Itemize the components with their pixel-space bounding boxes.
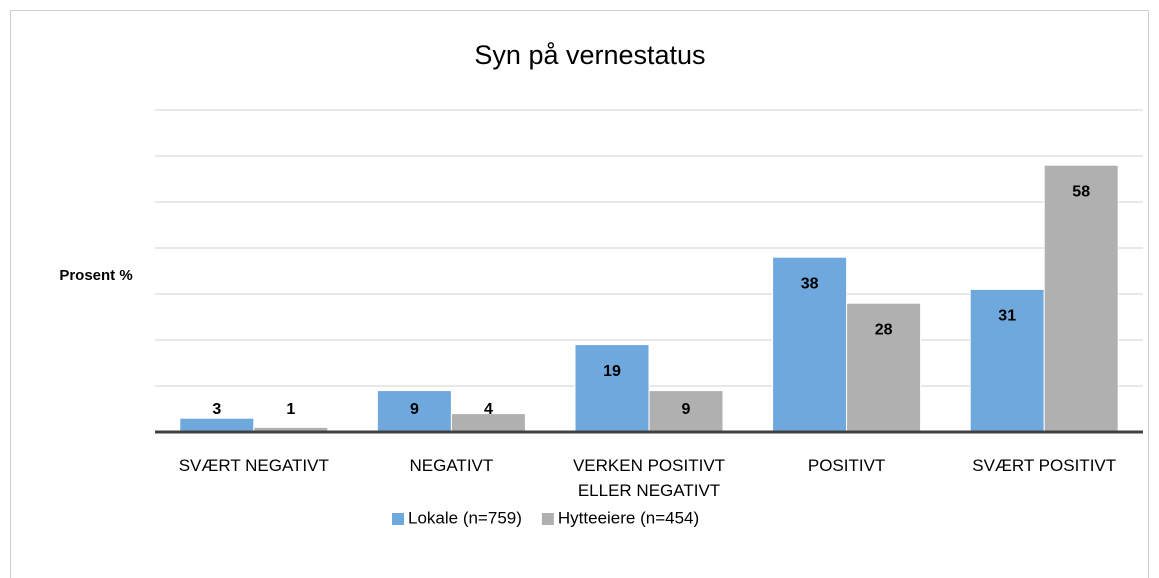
x-tick-label: NEGATIVT <box>409 456 494 475</box>
data-label: 1 <box>286 401 295 418</box>
chart-title: Syn på vernestatus <box>474 40 705 70</box>
data-label: 28 <box>875 321 893 338</box>
legend-swatch <box>392 513 404 525</box>
data-label: 19 <box>603 363 621 380</box>
data-label: 9 <box>682 401 691 418</box>
legend-label: Hytteeiere (n=454) <box>558 508 699 527</box>
legend-swatch <box>541 513 554 525</box>
bar <box>1043 164 1119 433</box>
data-label: 4 <box>484 401 493 418</box>
bar <box>574 344 650 433</box>
x-tick-label: SVÆRT POSITIVT <box>972 456 1117 475</box>
bar <box>846 302 922 433</box>
data-label: 9 <box>410 401 419 418</box>
data-label: 31 <box>998 308 1016 325</box>
data-label: 58 <box>1072 183 1090 200</box>
x-tick-label: POSITIVT <box>807 456 886 475</box>
y-axis-label: Prosent % <box>59 267 132 284</box>
data-label: 3 <box>212 401 221 418</box>
bar <box>648 390 724 433</box>
bar <box>179 417 255 433</box>
legend-label: Lokale (n=759) <box>408 508 522 527</box>
data-label: 38 <box>801 275 819 292</box>
x-tick-label: VERKEN POSITIVT ELLER NEGATIVT <box>572 456 726 500</box>
x-tick-label: SVÆRT NEGATIVT <box>178 456 329 475</box>
